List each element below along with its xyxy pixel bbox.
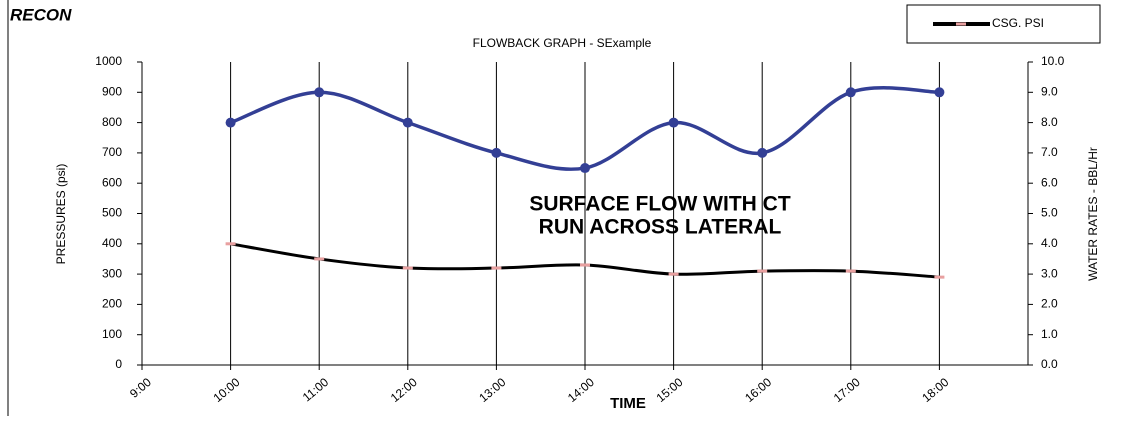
marker bbox=[757, 147, 768, 158]
y-tick-label: 900 bbox=[102, 84, 122, 98]
y2-tick-label: 8.0 bbox=[1041, 115, 1058, 129]
x-tick-label: 16:00 bbox=[742, 375, 774, 405]
marker bbox=[314, 257, 325, 261]
marker bbox=[225, 242, 236, 246]
chart-title: FLOWBACK GRAPH - SExample bbox=[473, 36, 652, 50]
x-tick-label: 9:00 bbox=[127, 375, 154, 401]
y2-tick-label: 4.0 bbox=[1041, 236, 1058, 250]
x-tick-label: 10:00 bbox=[211, 375, 243, 405]
y2-tick-label: 10.0 bbox=[1041, 54, 1065, 68]
x-tick-label: 17:00 bbox=[831, 375, 863, 405]
marker bbox=[845, 87, 856, 98]
y-tick-label: 1000 bbox=[95, 54, 122, 68]
y-tick-label: 500 bbox=[102, 206, 122, 220]
y2-tick-label: 5.0 bbox=[1041, 206, 1058, 220]
y2-tick-label: 3.0 bbox=[1041, 266, 1058, 280]
annotation: SURFACE FLOW WITH CT bbox=[529, 193, 790, 216]
marker bbox=[580, 263, 590, 267]
y-tick-label: 200 bbox=[102, 297, 122, 311]
y-tick-label: 400 bbox=[102, 236, 122, 250]
marker bbox=[402, 117, 413, 128]
y2-tick-label: 9.0 bbox=[1041, 84, 1058, 98]
x-tick-label: 13:00 bbox=[476, 375, 508, 405]
y-tick-label: 700 bbox=[102, 145, 122, 159]
y2-tick-label: 6.0 bbox=[1041, 175, 1058, 189]
marker bbox=[491, 147, 502, 158]
y2-axis-label: WATER RATES - BBL/Hr bbox=[1086, 147, 1100, 281]
marker bbox=[491, 266, 502, 270]
y2-tick-label: 7.0 bbox=[1041, 145, 1058, 159]
legend-label: CSG. PSI bbox=[992, 16, 1044, 30]
marker bbox=[668, 272, 679, 276]
y-tick-label: 300 bbox=[102, 266, 122, 280]
marker bbox=[757, 269, 768, 273]
y2-tick-label: 1.0 bbox=[1041, 327, 1058, 341]
marker bbox=[668, 117, 679, 128]
x-tick-label: 14:00 bbox=[565, 375, 597, 405]
x-tick-label: 18:00 bbox=[919, 375, 951, 405]
annotation: RUN ACROSS LATERAL bbox=[539, 216, 782, 239]
x-axis-label: TIME bbox=[610, 395, 646, 412]
marker bbox=[934, 87, 945, 98]
y-axis-label: PRESSURES (psi) bbox=[54, 164, 68, 265]
x-tick-label: 15:00 bbox=[654, 375, 686, 405]
marker bbox=[934, 275, 945, 279]
marker bbox=[402, 266, 413, 270]
brand: RECON bbox=[10, 5, 72, 24]
y-tick-label: 600 bbox=[102, 175, 122, 189]
marker bbox=[845, 269, 856, 273]
legend-box bbox=[906, 4, 1101, 44]
y-tick-label: 0 bbox=[115, 357, 122, 371]
y-tick-label: 100 bbox=[102, 327, 122, 341]
y-tick-label: 800 bbox=[102, 115, 122, 129]
marker bbox=[314, 87, 325, 98]
x-tick-label: 12:00 bbox=[388, 375, 420, 405]
marker bbox=[580, 163, 590, 174]
y2-tick-label: 0.0 bbox=[1041, 357, 1058, 371]
y2-tick-label: 2.0 bbox=[1041, 297, 1058, 311]
legend-marker bbox=[956, 22, 966, 26]
x-tick-label: 11:00 bbox=[300, 375, 332, 405]
marker bbox=[225, 117, 236, 128]
